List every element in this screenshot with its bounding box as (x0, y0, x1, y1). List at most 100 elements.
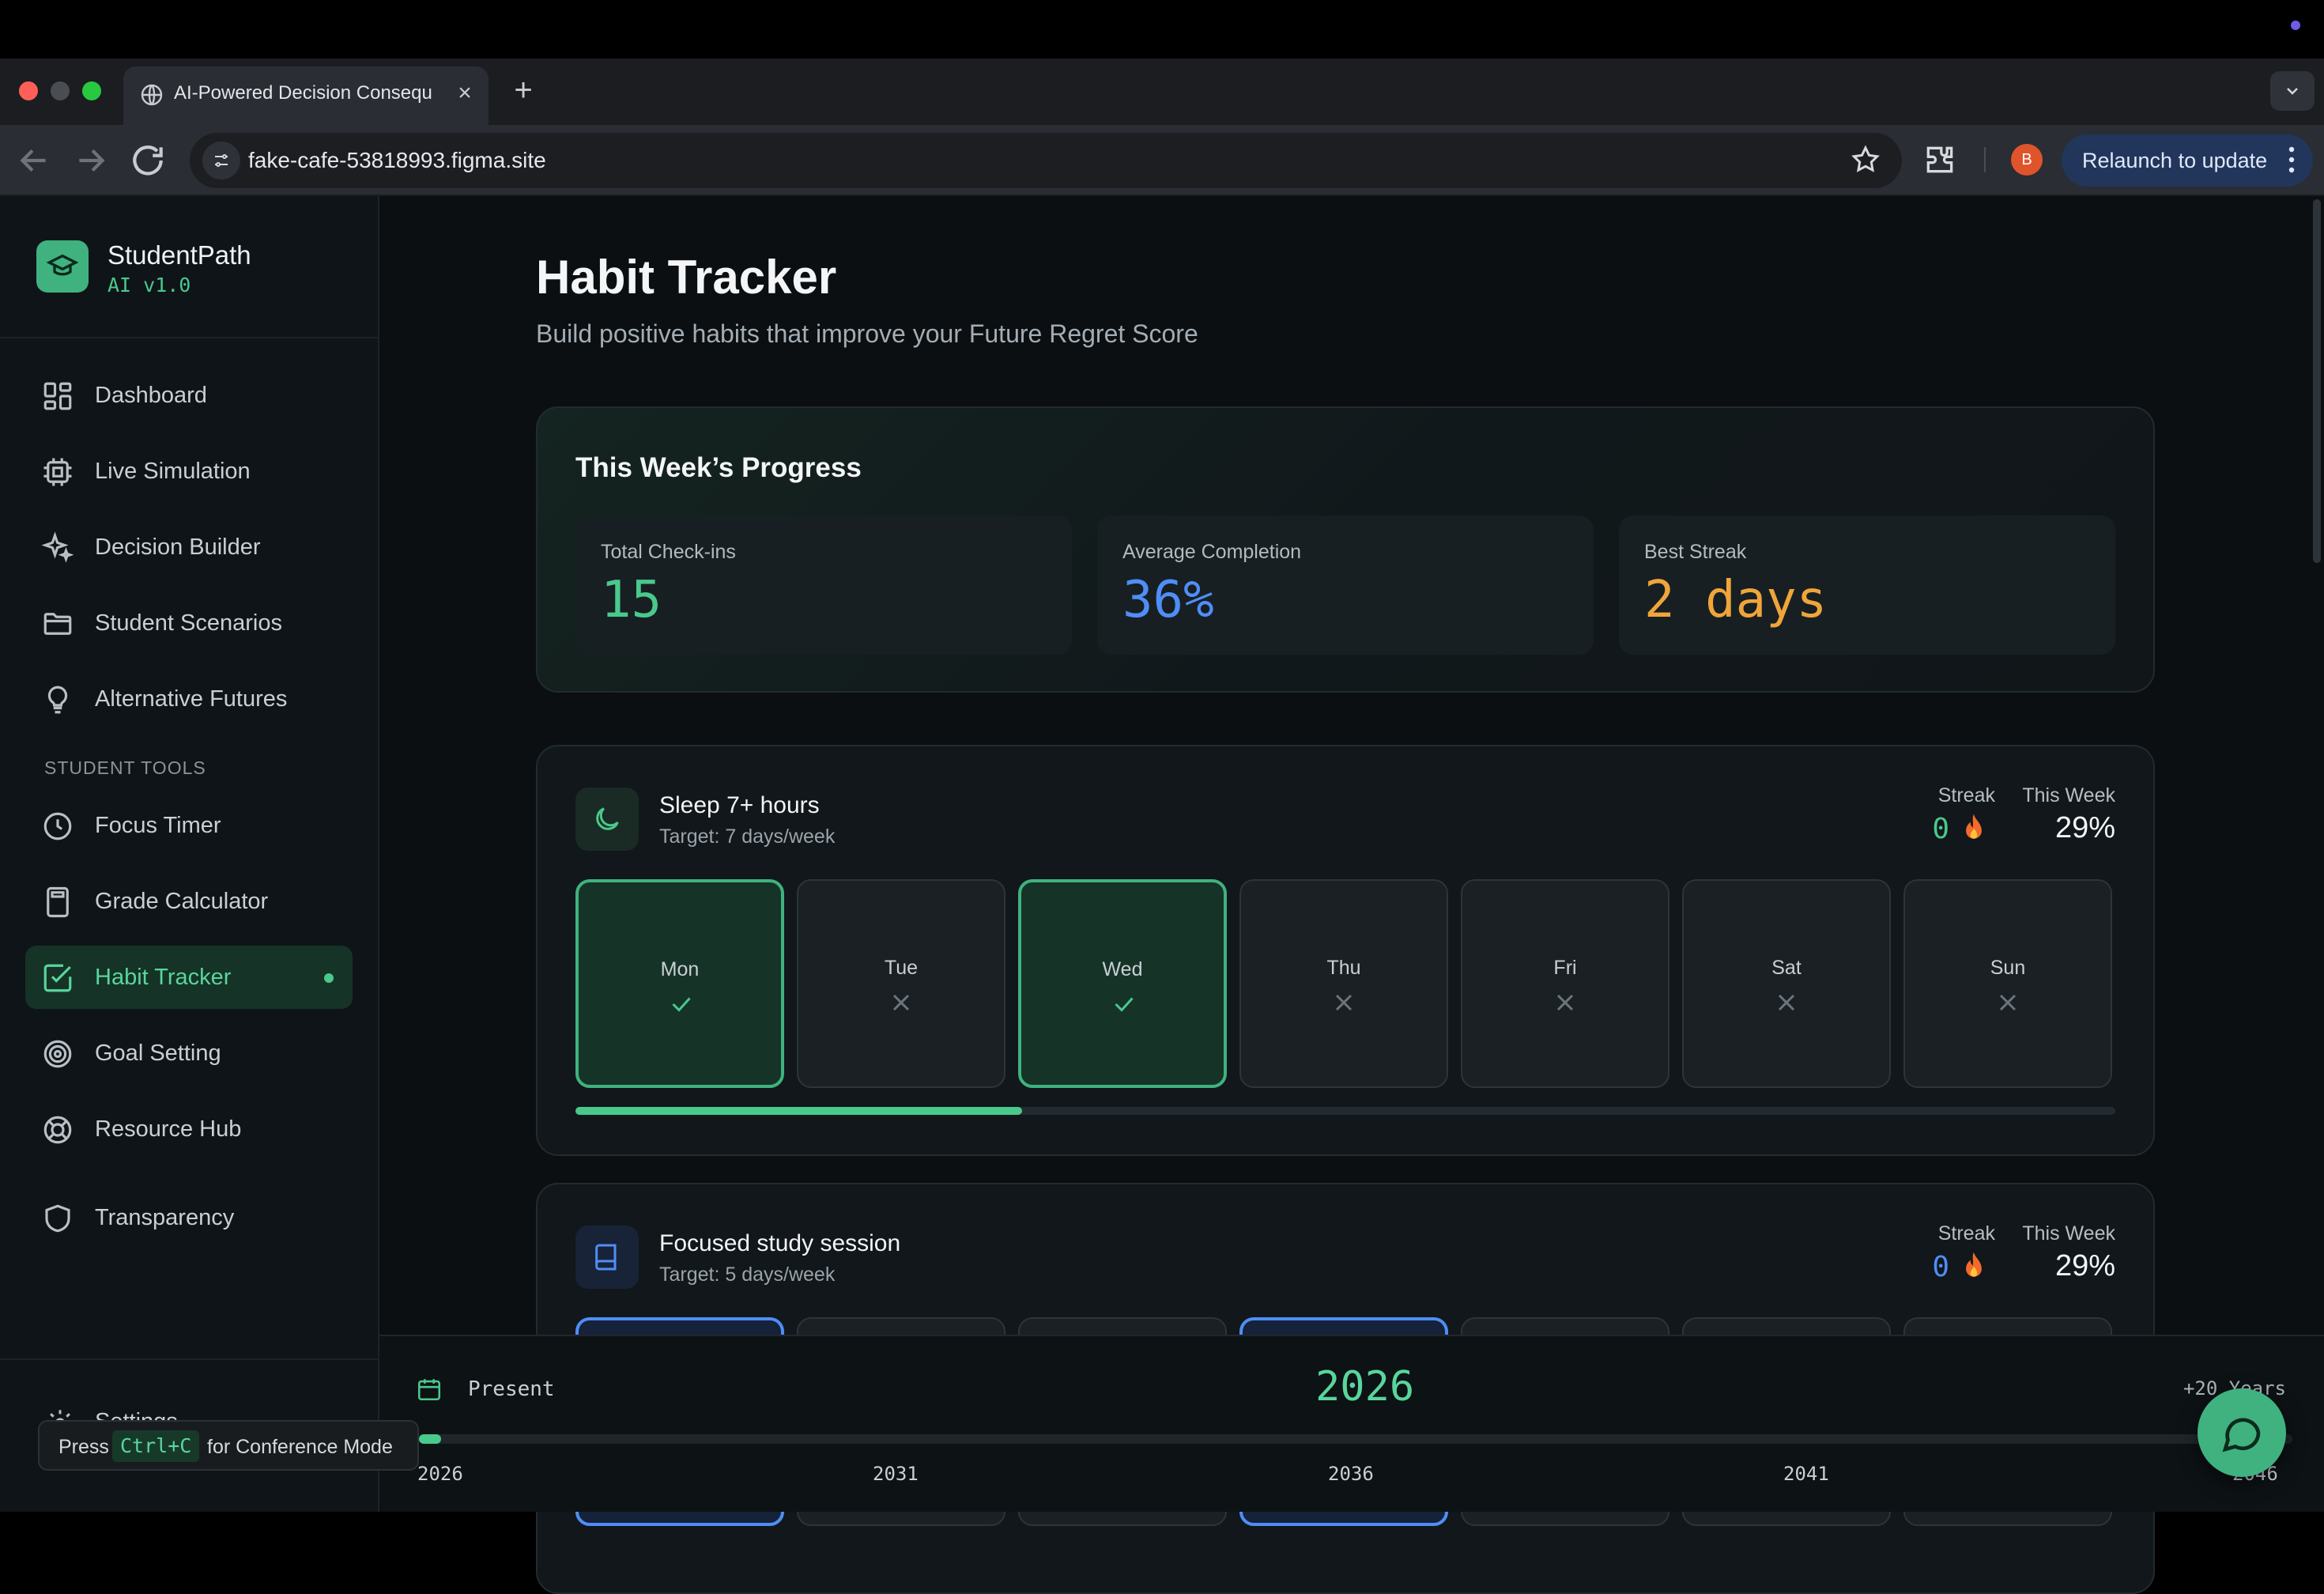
day-toggle-thu[interactable]: Thu (1239, 879, 1448, 1088)
tab-search-button[interactable] (2270, 71, 2315, 111)
day-label: Sat (1771, 957, 1801, 979)
sidebar-item-live-simulation[interactable]: Live Simulation (25, 440, 353, 503)
sidebar-item-dashboard[interactable]: Dashboard (25, 364, 353, 427)
day-label: Thu (1326, 957, 1361, 979)
day-toggle-tue[interactable]: Tue (797, 879, 1005, 1088)
lifebuoy-icon (43, 1116, 72, 1144)
sidebar-item-resource-hub[interactable]: Resource Hub (25, 1097, 353, 1161)
tune-icon (215, 154, 228, 167)
x-icon (1335, 994, 1353, 1011)
day-toggle-sun[interactable]: Sun (1903, 879, 2112, 1088)
profile-avatar[interactable]: B (2011, 144, 2043, 176)
tab-close-icon[interactable]: × (458, 80, 472, 106)
sidebar-item-label: Grade Calculator (95, 889, 269, 914)
brand-version: AI v1.0 (108, 274, 191, 297)
url-text: fake-cafe-53818993.figma.site (248, 148, 546, 172)
day-label: Sun (1990, 957, 2026, 979)
sidebar-item-student-scenarios[interactable]: Student Scenarios (25, 591, 353, 655)
sidebar-item-label: Transparency (95, 1205, 235, 1230)
future-timeline: Present 2026 +20 Years 2026 2031 2036 20… (379, 1335, 2324, 1512)
sidebar-item-focus-timer[interactable]: Focus Timer (25, 794, 353, 857)
stat-value: 15 (601, 571, 662, 629)
folder-icon (43, 613, 72, 635)
habit-card-sleep: Sleep 7+ hours Target: 7 days/week Strea… (536, 745, 2155, 1156)
more-vertical-icon (2288, 146, 2295, 173)
chat-bubble-icon (2222, 1418, 2261, 1452)
week-percentage: 29% (2054, 1249, 2115, 1282)
sparkles-icon (41, 531, 74, 563)
stat-label: Total Check-ins (601, 541, 736, 563)
lightbulb-icon (47, 686, 68, 714)
stat-total-checkins: Total Check-ins 15 (575, 516, 1072, 655)
sidebar-item-label: Goal Setting (95, 1041, 221, 1066)
window-zoom-button[interactable] (82, 81, 101, 100)
timeline-tick: 2026 (417, 1463, 463, 1485)
weekly-progress-card: This Week’s Progress Total Check-ins 15 … (536, 406, 2155, 693)
window-close-button[interactable] (19, 81, 38, 100)
check-square-icon (43, 964, 72, 992)
habit-icon (575, 1226, 639, 1289)
x-icon (1778, 994, 1795, 1011)
timeline-tick: 2041 (1783, 1463, 1829, 1485)
back-arrow-icon[interactable] (14, 141, 54, 180)
stat-best-streak: Best Streak 2 days (1619, 516, 2115, 655)
day-toggle-sat[interactable]: Sat (1682, 879, 1891, 1088)
flame-icon (1966, 1252, 1982, 1277)
browser-tab[interactable]: AI-Powered Decision Consequ × (123, 66, 489, 125)
timeline-slider[interactable] (419, 1434, 2292, 1444)
this-week-label: This Week (2022, 784, 2115, 806)
chevron-down-icon (2287, 88, 2298, 95)
os-menu-bar (0, 0, 2324, 59)
flame-icon (1966, 814, 1982, 839)
week-percentage: 29% (2054, 811, 2115, 844)
sidebar-item-grade-calculator[interactable]: Grade Calculator (25, 870, 353, 933)
habit-progress-fill (575, 1107, 1022, 1115)
relaunch-label: Relaunch to update (2082, 149, 2268, 172)
sidebar-item-alternative-futures[interactable]: Alternative Futures (25, 667, 353, 731)
moon-icon (596, 807, 619, 830)
day-label: Tue (884, 957, 919, 979)
scrollbar-thumb[interactable] (2313, 199, 2321, 563)
toolbar-divider (1984, 147, 1986, 172)
conference-mode-toast: Press Ctrl+C for Conference Mode (38, 1420, 419, 1471)
sidebar-item-habit-tracker[interactable]: Habit Tracker (25, 946, 353, 1009)
timeline-current-year: 2026 (1315, 1363, 1415, 1411)
day-toggle-mon[interactable]: Mon (575, 879, 784, 1088)
graduation-cap-icon (36, 240, 89, 293)
section-heading: STUDENT TOOLS (44, 757, 206, 778)
stat-label: Average Completion (1122, 541, 1302, 563)
tab-title: AI-Powered Decision Consequ (174, 82, 432, 104)
address-bar[interactable]: fake-cafe-53818993.figma.site (190, 133, 1902, 188)
sidebar-item-decision-builder[interactable]: Decision Builder (25, 516, 353, 579)
streak-label: Streak (1937, 1222, 1995, 1245)
day-toggle-fri[interactable]: Fri (1461, 879, 1669, 1088)
stat-value: 36% (1122, 571, 1214, 629)
site-info-button[interactable] (202, 142, 240, 179)
brand-name: StudentPath (108, 240, 251, 270)
sidebar-item-label: Resource Hub (95, 1116, 242, 1142)
sidebar-item-goal-setting[interactable]: Goal Setting (25, 1022, 353, 1085)
status-dot (2291, 21, 2300, 30)
calendar-icon (417, 1379, 441, 1401)
check-icon (672, 997, 691, 1012)
sidebar-item-transparency[interactable]: Transparency (25, 1186, 353, 1249)
day-toggle-wed[interactable]: Wed (1018, 879, 1227, 1088)
reload-icon[interactable] (128, 141, 168, 180)
toast-prefix: Press (58, 1436, 109, 1458)
timeline-tick: 2036 (1328, 1463, 1374, 1485)
habit-name: Focused study session (659, 1230, 901, 1256)
extensions-puzzle-icon[interactable] (1922, 142, 1957, 177)
window-minimize-button[interactable] (51, 81, 70, 100)
chat-button[interactable] (2198, 1388, 2286, 1477)
this-week-label: This Week (2022, 1222, 2115, 1245)
brand-header[interactable]: StudentPath AI v1.0 (0, 196, 378, 338)
relaunch-button[interactable]: Relaunch to update (2062, 134, 2313, 187)
x-icon (892, 994, 910, 1011)
bookmark-star-icon[interactable] (1850, 144, 1881, 176)
page-subtitle: Build positive habits that improve your … (536, 319, 1198, 348)
new-tab-button[interactable]: + (514, 73, 533, 108)
forward-arrow-icon[interactable] (71, 141, 111, 180)
stat-average-completion: Average Completion 36% (1097, 516, 1594, 655)
clock-icon (43, 812, 72, 840)
sidebar: StudentPath AI v1.0 Dashboard Live Simul… (0, 196, 379, 1512)
